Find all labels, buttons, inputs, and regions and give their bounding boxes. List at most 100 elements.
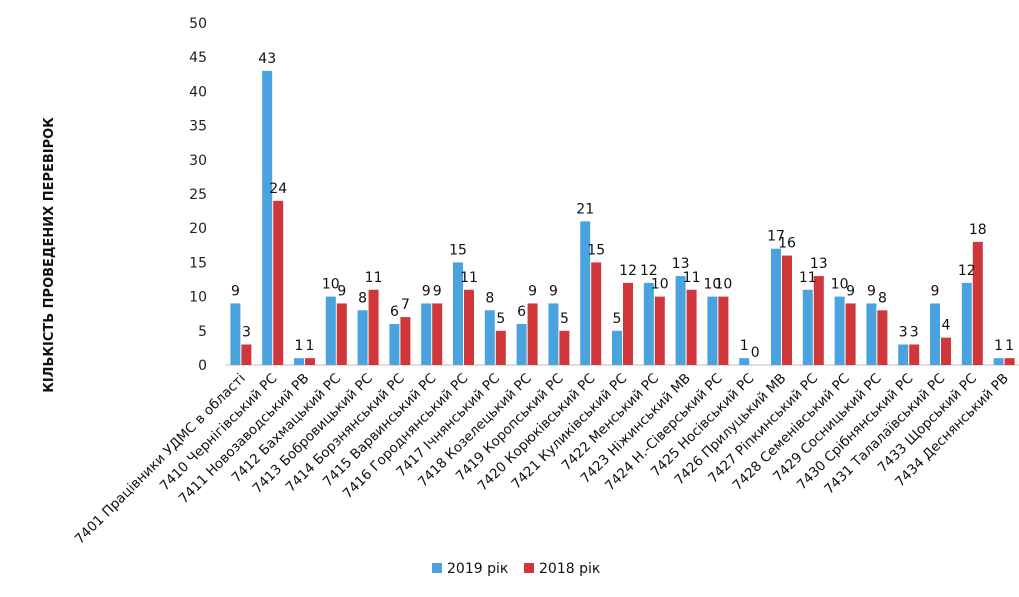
data-label: 15 <box>587 242 605 258</box>
bar-2018-рік-9 <box>527 303 538 365</box>
data-label: 18 <box>969 222 987 238</box>
bar-2018-рік-23 <box>972 241 983 365</box>
bar-2019-рік-15 <box>707 296 718 365</box>
data-label: 9 <box>528 283 537 299</box>
data-label: 5 <box>560 311 569 327</box>
bar-2018-рік-24 <box>1004 358 1015 365</box>
data-label: 9 <box>231 283 240 299</box>
data-label: 1 <box>994 338 1003 354</box>
bar-2019-рік-0 <box>230 303 241 365</box>
data-label: 1 <box>740 338 749 354</box>
bar-2019-рік-5 <box>389 323 400 365</box>
bar-2019-рік-7 <box>453 262 463 365</box>
bar-2018-рік-22 <box>941 337 951 365</box>
bar-2018-рік-14 <box>686 289 697 365</box>
data-label: 1 <box>295 338 304 354</box>
legend-label-2019: 2019 рік <box>447 561 508 577</box>
data-label: 10 <box>714 277 732 293</box>
y-axis: 0 5 10 15 20 25 30 35 40 45 50 <box>189 16 207 374</box>
data-label: 13 <box>672 256 690 272</box>
data-label: 1 <box>1005 338 1014 354</box>
bar-2018-рік-7 <box>464 289 474 365</box>
bar-2019-рік-10 <box>548 303 559 365</box>
y-axis-title: КІЛЬКІСТЬ ПРОВЕДЕНИХ ПЕРЕВІРОК <box>42 117 57 393</box>
bar-2019-рік-24 <box>993 358 1004 365</box>
bar-2019-рік-9 <box>516 323 527 365</box>
data-label: 11 <box>799 270 817 286</box>
bar-2018-рік-20 <box>877 310 888 365</box>
bar-2018-рік-10 <box>559 330 570 365</box>
bar-2019-рік-17 <box>771 248 781 365</box>
bar-2018-рік-12 <box>623 282 633 365</box>
data-label: 8 <box>485 290 494 306</box>
bar-2018-рік-0 <box>241 344 252 365</box>
y-tick-label: 40 <box>189 84 207 100</box>
legend-swatch-2019 <box>432 563 442 573</box>
bar-2019-рік-11 <box>580 221 591 365</box>
bar-2019-рік-18 <box>802 289 813 365</box>
bar-2018-рік-17 <box>782 255 792 365</box>
y-tick-label: 20 <box>189 221 207 237</box>
y-tick-label: 25 <box>189 187 207 203</box>
data-label: 8 <box>878 290 887 306</box>
bar-2018-рік-6 <box>432 303 443 365</box>
data-label: 10 <box>831 277 849 293</box>
y-tick-label: 15 <box>189 255 207 271</box>
bars <box>230 70 1015 365</box>
data-label: 9 <box>337 283 346 299</box>
data-label: 6 <box>390 304 399 320</box>
data-label: 11 <box>683 270 701 286</box>
data-label: 11 <box>365 270 383 286</box>
data-label: 24 <box>269 181 287 197</box>
data-label: 9 <box>549 283 558 299</box>
bar-2019-рік-1 <box>262 70 273 365</box>
bar-2019-рік-14 <box>675 276 686 365</box>
y-tick-label: 5 <box>198 324 207 340</box>
bar-2018-рік-8 <box>495 330 506 365</box>
data-label: 3 <box>899 324 908 340</box>
bar-2019-рік-23 <box>961 282 972 365</box>
data-label: 1 <box>306 338 315 354</box>
y-tick-label: 45 <box>189 50 207 66</box>
bar-2019-рік-3 <box>325 296 336 365</box>
y-tick-label: 30 <box>189 153 207 169</box>
data-label: 4 <box>942 318 951 334</box>
bar-2019-рік-13 <box>643 282 654 365</box>
bar-2019-рік-21 <box>898 344 909 365</box>
data-label: 10 <box>651 277 669 293</box>
data-label: 11 <box>460 270 478 286</box>
y-tick-label: 50 <box>189 16 207 32</box>
data-label: 15 <box>449 242 467 258</box>
bar-2018-рік-15 <box>718 296 729 365</box>
bar-2019-рік-6 <box>421 303 432 365</box>
data-label: 10 <box>322 277 340 293</box>
data-label: 5 <box>496 311 505 327</box>
data-label: 12 <box>958 263 976 279</box>
bar-2019-рік-20 <box>866 303 877 365</box>
bar-2019-рік-4 <box>357 310 368 365</box>
legend-label-2018: 2018 рік <box>539 561 600 577</box>
data-label: 0 <box>751 345 760 361</box>
legend-swatch-2018 <box>524 563 534 573</box>
data-label: 5 <box>613 311 622 327</box>
bar-2018-рік-11 <box>591 262 602 365</box>
data-label: 9 <box>422 283 431 299</box>
data-label: 16 <box>778 236 796 252</box>
bar-2019-рік-19 <box>834 296 845 365</box>
bar-2018-рік-3 <box>336 303 347 365</box>
bar-2019-рік-8 <box>484 310 495 365</box>
bar-2019-рік-22 <box>930 303 940 365</box>
data-label: 3 <box>242 324 251 340</box>
bar-2018-рік-19 <box>845 303 856 365</box>
bar-2018-рік-13 <box>654 296 665 365</box>
data-label: 7 <box>401 297 410 313</box>
data-label: 43 <box>258 51 276 67</box>
data-label: 6 <box>517 304 526 320</box>
data-label: 8 <box>358 290 367 306</box>
data-label: 9 <box>433 283 442 299</box>
data-label: 13 <box>810 256 828 272</box>
data-label: 12 <box>640 263 658 279</box>
bar-2018-рік-21 <box>909 344 920 365</box>
